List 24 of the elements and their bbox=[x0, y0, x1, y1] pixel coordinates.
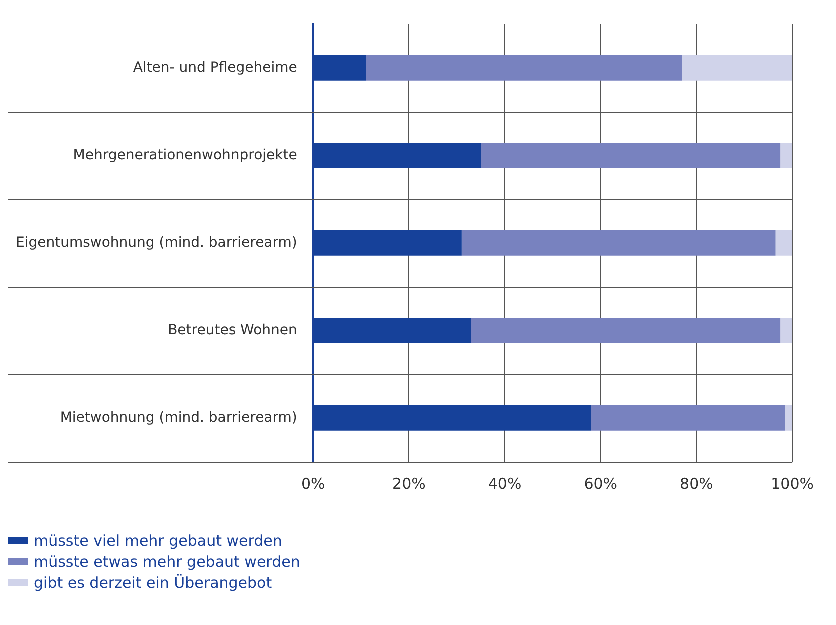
y-tick-label: Alten- und Pflegeheime bbox=[133, 60, 298, 76]
bar bbox=[472, 318, 781, 344]
bar bbox=[591, 406, 786, 431]
y-tick-label: Mehrgenerationenwohnprojekte bbox=[73, 147, 298, 164]
bar bbox=[682, 55, 793, 81]
y-tick-label: Eigentumswohnung (mind. barrierearm) bbox=[16, 234, 298, 251]
bar bbox=[785, 406, 793, 431]
bar bbox=[780, 318, 793, 344]
legend-label: müsste viel mehr gebaut werden bbox=[34, 532, 282, 550]
bar bbox=[481, 142, 781, 168]
x-tick-label: 60% bbox=[584, 474, 618, 493]
x-tick-label: 40% bbox=[488, 474, 522, 493]
legend-label: gibt es derzeit ein Überangebot bbox=[34, 574, 272, 592]
y-tick-label: Betreutes Wohnen bbox=[168, 322, 298, 338]
legend-label: müsste etwas mehr gebaut werden bbox=[34, 552, 300, 570]
x-tick-label: 20% bbox=[392, 474, 426, 493]
y-tick-label: Mietwohnung (mind. barrierearm) bbox=[60, 410, 298, 426]
x-tick-label: 100% bbox=[771, 474, 814, 493]
x-tick-label: 0% bbox=[301, 474, 326, 493]
bar bbox=[780, 142, 793, 168]
bar bbox=[366, 55, 682, 81]
bar bbox=[776, 230, 793, 256]
x-tick-label: 80% bbox=[680, 474, 714, 493]
bar bbox=[462, 230, 776, 256]
